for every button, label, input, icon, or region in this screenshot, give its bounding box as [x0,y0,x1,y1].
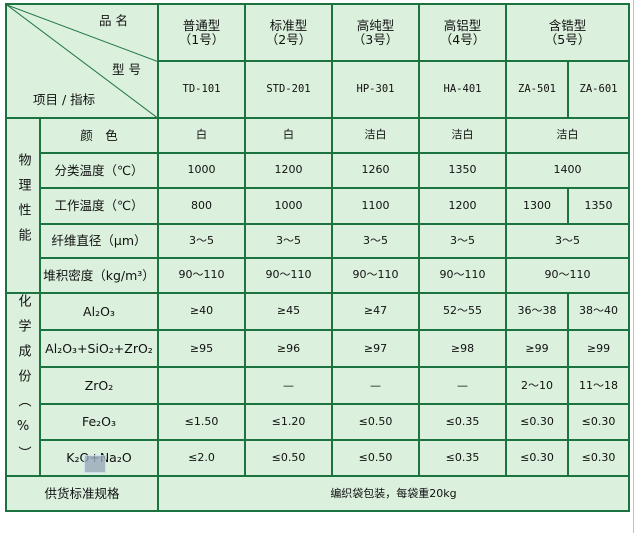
value-cell: ≥96 [244,329,333,369]
value-cell: 1350 [418,152,507,189]
value-cell: ≤0.30 [567,439,630,478]
item-label: 项目 / 指标 [33,92,96,107]
value-cell: — [331,366,420,406]
value-cell: 1200 [244,152,333,189]
value-cell: ≤0.30 [505,403,569,442]
value-cell: ≤0.35 [418,403,507,442]
value-cell: 3～5 [418,223,507,259]
product-2: 标准型 （2号） [244,3,333,62]
chemical-group-label-cell: 化学成份（%） [5,291,41,478]
value-cell: 3～5 [157,223,246,259]
row-label: Al₂O₃ [39,291,159,332]
value-cell: 90～110 [157,257,246,294]
supply-label: 供货标准规格 [5,475,159,513]
row-label: Fe₂O₃ [39,403,159,442]
physical-group-label-cell: 物理性能 [5,117,41,294]
value-cell: 1400 [505,152,630,189]
model: STD-201 [244,60,333,119]
value-cell: 1200 [418,187,507,225]
value-cell: ≤0.30 [505,439,569,478]
value-cell: ≥47 [331,291,420,332]
value-cell: 白 [244,117,333,154]
value-cell: ≥99 [567,329,630,369]
diagonal-lines [7,5,159,119]
value-cell: ≥97 [331,329,420,369]
value-cell: 90～110 [244,257,333,294]
value-cell: ≥98 [418,329,507,369]
model: TD-101 [157,60,246,119]
value-cell: 800 [157,187,246,225]
product-1: 普通型 （1号） [157,3,246,62]
value-cell: 3～5 [331,223,420,259]
value-cell: 11～18 [567,366,630,406]
row-label: 工作温度（℃） [39,187,159,225]
value-cell: 白 [157,117,246,154]
chemical-group-label: 化学成份（%） [15,294,31,471]
value-cell: 3～5 [244,223,333,259]
value-cell [157,366,246,406]
product-spec-table: 品 名 型 号 项目 / 指标 普通型 （1号） 标准型 （2号） 高纯型 （3号） … [5,3,630,513]
row-label: Al₂O₃+SiO₂+ZrO₂ [39,329,159,369]
row-label: 堆积密度（kg/m³） [39,257,159,294]
model: ZA-601 [567,60,630,119]
value-cell: 1260 [331,152,420,189]
product-3: 高纯型 （3号） [331,3,420,62]
value-cell: 1000 [244,187,333,225]
value-cell: 36～38 [505,291,569,332]
value-cell: 1350 [567,187,630,225]
supply-value: 编织袋包装，每袋重20kg [157,475,630,513]
model: HA-401 [418,60,507,119]
value-cell: ≥40 [157,291,246,332]
value-cell: 38～40 [567,291,630,332]
value-cell: 1000 [157,152,246,189]
physical-group-label: 物理性能 [15,153,31,254]
value-cell: ≤0.50 [244,439,333,478]
value-cell: ≤0.30 [567,403,630,442]
model: ZA-501 [505,60,569,119]
product-4: 高铝型 （4号） [418,3,507,62]
value-cell: 洁白 [331,117,420,154]
value-cell: 1100 [331,187,420,225]
row-label: 颜 色 [39,117,159,154]
value-cell: ≤0.50 [331,403,420,442]
header-corner-cell: 品 名 型 号 项目 / 指标 [5,3,159,119]
row-label: ZrO₂ [39,366,159,406]
image-placeholder-icon [84,455,106,473]
value-cell: ≥95 [157,329,246,369]
model-label: 型 号 [112,62,141,77]
product-5: 含锆型 （5号） [505,3,630,62]
row-label: 纤维直径（μm） [39,223,159,259]
model: HP-301 [331,60,420,119]
value-cell: 洁白 [418,117,507,154]
value-cell: 90～110 [505,257,630,294]
value-cell: 2～10 [505,366,569,406]
value-cell: 1300 [505,187,569,225]
value-cell: 52～55 [418,291,507,332]
value-cell: ≤2.0 [157,439,246,478]
value-cell: ≥99 [505,329,569,369]
row-label: 分类温度（℃） [39,152,159,189]
value-cell: ≤1.20 [244,403,333,442]
value-cell: ≤0.35 [418,439,507,478]
value-cell: 洁白 [505,117,630,154]
value-cell: 90～110 [418,257,507,294]
window-edge [633,0,634,533]
value-cell: ≤0.50 [331,439,420,478]
value-cell: ≤1.50 [157,403,246,442]
value-cell: 90～110 [331,257,420,294]
product-name-label: 品 名 [99,13,128,28]
value-cell: — [418,366,507,406]
value-cell: 3～5 [505,223,630,259]
value-cell: — [244,366,333,406]
value-cell: ≥45 [244,291,333,332]
